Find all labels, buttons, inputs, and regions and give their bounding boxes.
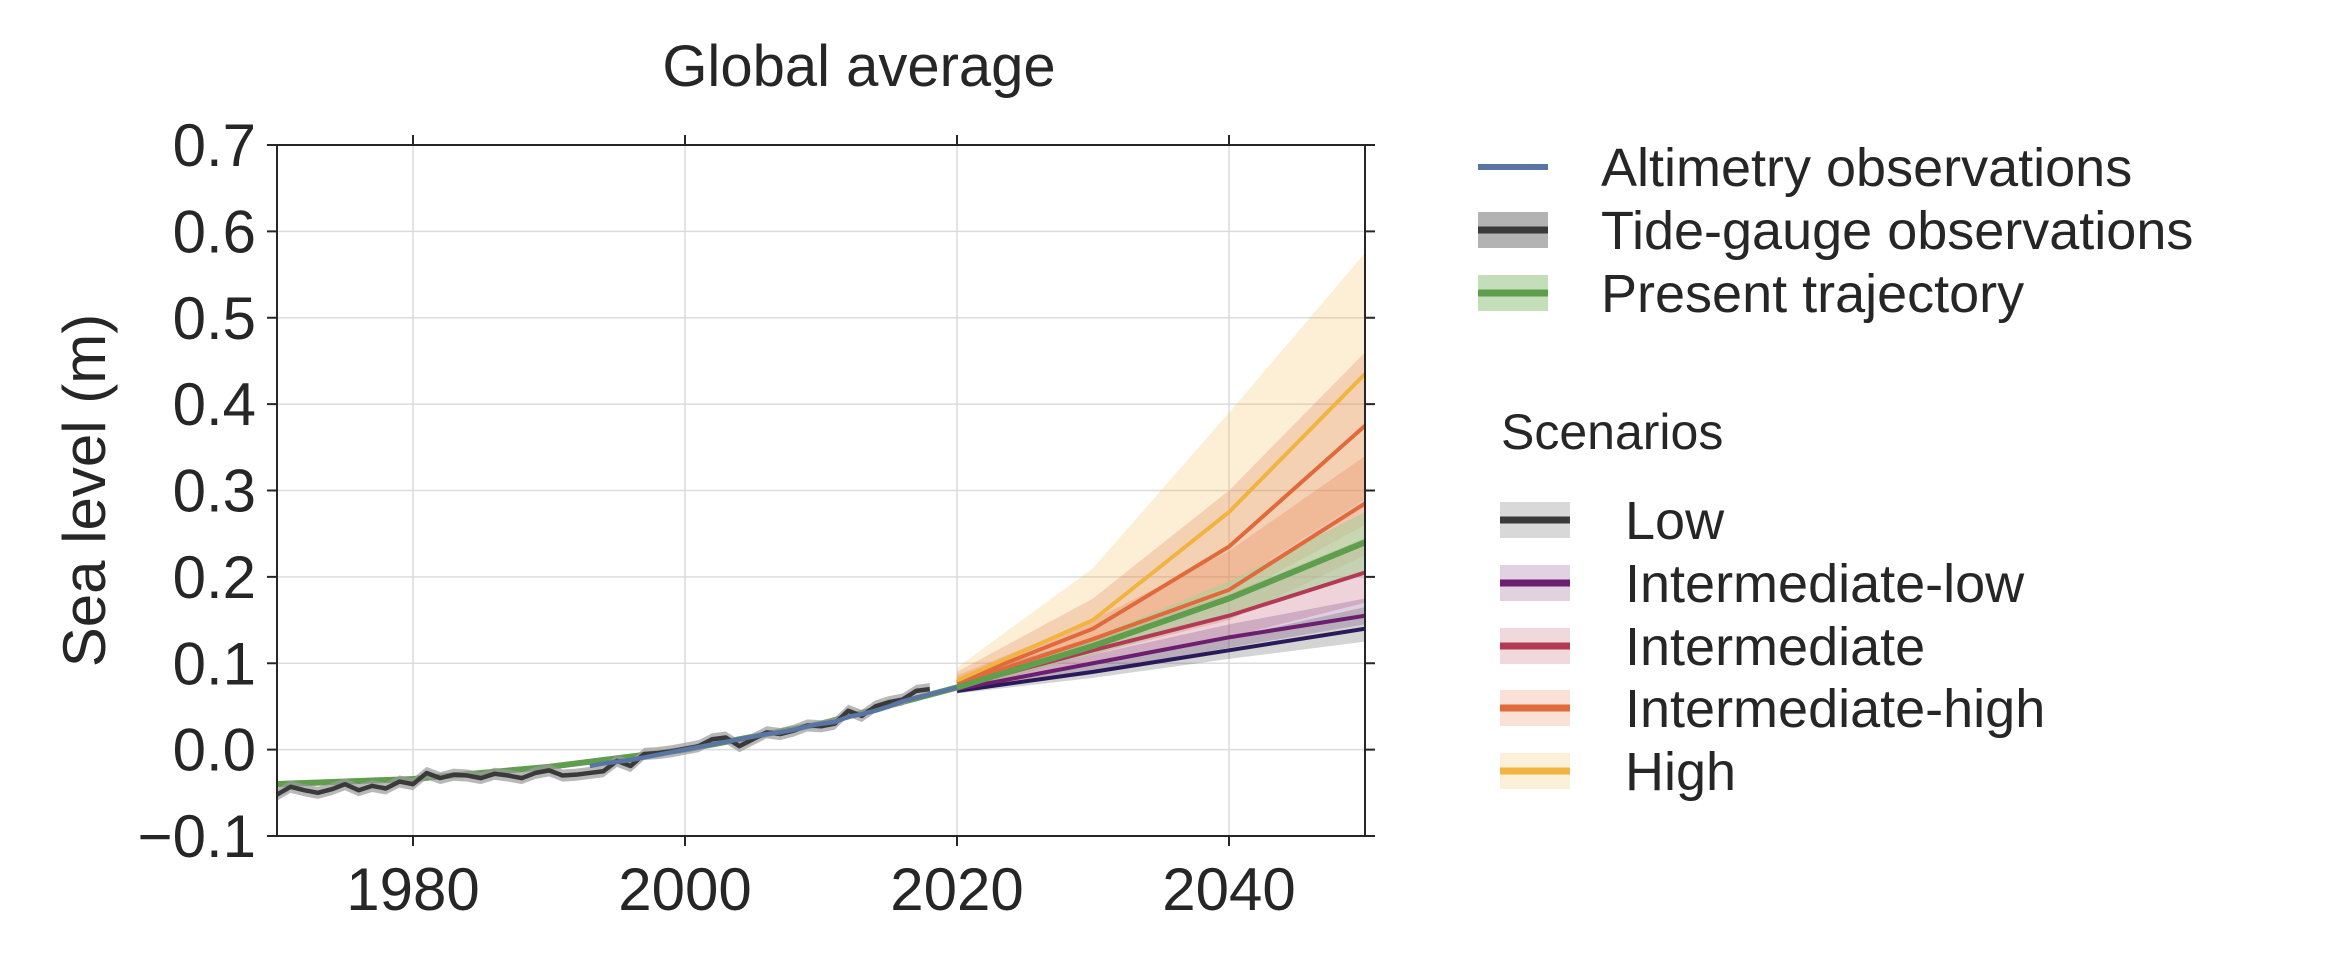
plot-area [277, 252, 1365, 801]
chart-title: Global average [662, 34, 1055, 99]
altimetry-line [589, 685, 958, 769]
y-tick-label-5: 0.4 [173, 371, 256, 438]
x-tick-label-2040: 2040 [1162, 856, 1295, 923]
legend-label-intermediate_low: Intermediate-low [1625, 554, 2025, 614]
y-tick-label-6: 0.5 [173, 285, 256, 352]
legend-label-intermediate: Intermediate [1625, 617, 1925, 677]
legend-label-altimetry: Altimetry observations [1601, 138, 2132, 198]
y-tick-label-8: 0.7 [173, 112, 256, 179]
scenario-line-intermediate_high-4 [956, 424, 1365, 685]
scenario-band-high-0 [957, 252, 1365, 691]
legend-heading: Scenarios [1501, 404, 1723, 460]
scenario-line-low-0 [956, 626, 1365, 693]
y-tick-label-0: −0.1 [138, 803, 256, 870]
x-tick-label-2000: 2000 [618, 856, 751, 923]
y-tick-label-2: 0.1 [173, 630, 256, 697]
tide-gauge-band [277, 683, 930, 801]
legend-label-intermediate_high: Intermediate-high [1625, 679, 2045, 739]
scenario-line-intermediate_high-3 [956, 501, 1365, 686]
x-tick-label-2020: 2020 [890, 856, 1023, 923]
y-tick-label-7: 0.6 [173, 198, 256, 265]
scenario-line-high-5 [956, 372, 1365, 683]
legend-label-low: Low [1625, 491, 1725, 551]
legend-label-tide_gauge: Tide-gauge observations [1601, 201, 2193, 261]
tide-gauge-line [277, 686, 931, 797]
y-tick-label-3: 0.2 [173, 544, 256, 611]
scenario-line-intermediate_low-1 [956, 613, 1365, 692]
y-axis-label: Sea level (m) [51, 314, 118, 667]
legend-label-trajectory: Present trajectory [1601, 264, 2024, 324]
y-tick-label-1: 0.0 [173, 717, 256, 784]
legend-label-high: High [1625, 742, 1736, 802]
x-tick-label-1980: 1980 [346, 856, 479, 923]
y-tick-label-4: 0.3 [173, 458, 256, 525]
